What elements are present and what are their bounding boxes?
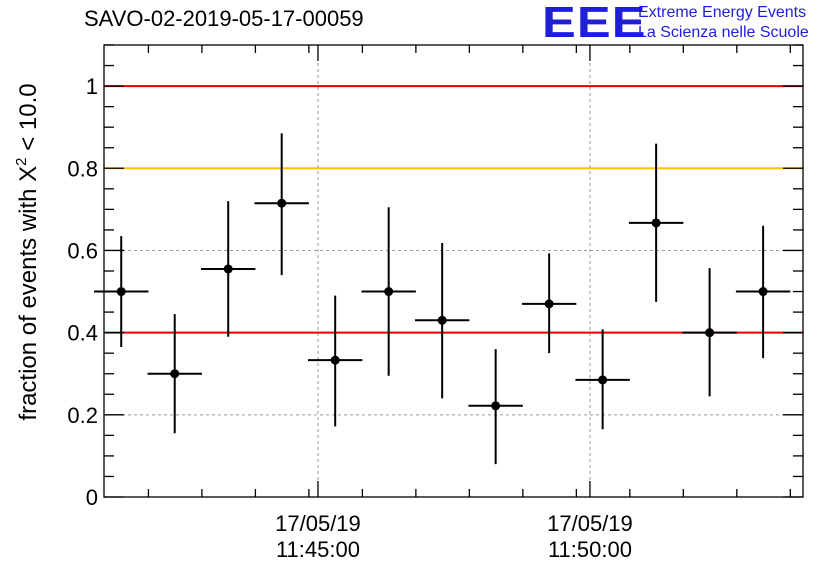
x-tick-label-date: 17/05/19 [275, 511, 361, 536]
data-point [330, 355, 340, 365]
y-tick-label: 0.4 [67, 321, 98, 346]
data-point [170, 369, 180, 379]
data-point [705, 328, 715, 338]
y-axis-label-exponent: 2 [13, 157, 30, 165]
data-point [223, 264, 233, 274]
data-point-group [735, 225, 791, 359]
data-point-group [468, 349, 523, 465]
y-axis-label-suffix: < 10.0 [15, 83, 42, 157]
reference-lines [104, 85, 803, 334]
data-point-group [147, 314, 202, 434]
data-point [651, 218, 661, 228]
tick-labels: 00.20.40.60.8117/05/1911:45:0017/05/1911… [67, 74, 632, 562]
run-title: SAVO-02-2019-05-17-00059 [84, 6, 364, 31]
data-point-group [201, 201, 256, 337]
data-point-group [254, 133, 309, 276]
x-tick-label-date: 17/05/19 [547, 511, 633, 536]
data-point-group [521, 253, 577, 354]
y-axis-label-symbol: X [15, 166, 42, 182]
y-tick-label: 0.8 [67, 156, 98, 181]
data-point-group [628, 143, 684, 302]
logo-line-2: La Scienza nelle Scuole [638, 24, 809, 41]
data-point-group [94, 236, 149, 348]
data-point [598, 375, 608, 385]
y-tick-label: 0.6 [67, 238, 98, 263]
y-axis-label-group: fraction of events with X2 < 10.0 [13, 83, 42, 420]
data-point [116, 287, 126, 297]
data-point-group [307, 295, 363, 427]
data-point [384, 287, 394, 297]
axes [103, 44, 804, 498]
x-tick-label-time: 11:45:00 [276, 537, 360, 562]
data-point [491, 401, 501, 411]
eee-logo: EEE Extreme Energy Events La Scienza nel… [542, 0, 832, 48]
logo-line-1: Extreme Energy Events [638, 4, 807, 21]
data-point [544, 299, 554, 309]
data-point-group [682, 268, 737, 397]
data-point [758, 287, 768, 297]
data-point [277, 198, 287, 208]
y-tick-label: 1 [86, 74, 98, 99]
y-tick-label: 0.2 [67, 403, 98, 428]
gridlines [104, 45, 803, 497]
x-tick-label-time: 11:50:00 [548, 537, 632, 562]
data-point-group [361, 207, 416, 376]
y-axis-label-prefix: fraction of events with [15, 182, 42, 421]
data-point-group [414, 243, 470, 399]
data-point [437, 315, 447, 325]
plot-frame [103, 44, 804, 498]
y-tick-label: 0 [86, 485, 98, 510]
eee-logo-mark: EEE [542, 0, 647, 47]
y-axis-label: fraction of events with X2 < 10.0 [13, 83, 42, 420]
data-points [94, 133, 791, 465]
data-point-group [575, 329, 630, 430]
